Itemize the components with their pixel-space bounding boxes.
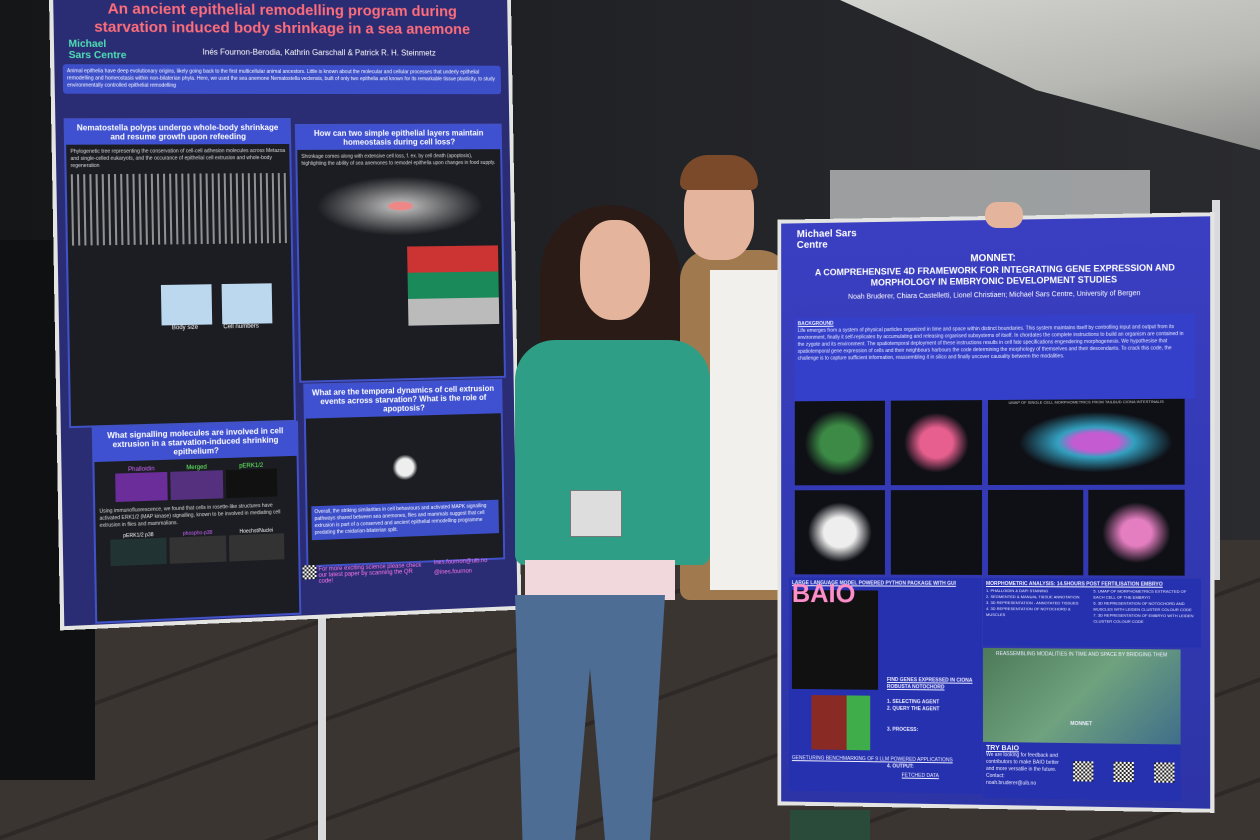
- label-cell-numbers: Cell numbers: [223, 323, 259, 331]
- microscopy-grid: [407, 245, 500, 326]
- label-phospho-p38: phospho-p38: [182, 529, 213, 538]
- name-badge: [570, 490, 622, 537]
- anemone-image: [301, 170, 498, 242]
- section-temporal: What are the temporal dynamics of cell e…: [303, 378, 506, 568]
- label-perk: pERK1/2: [239, 462, 264, 470]
- section-signalling: What signalling molecules are involved i…: [91, 420, 302, 624]
- try-text: We are looking for feedback and contribu…: [986, 751, 1059, 773]
- body-size-chart: [160, 284, 213, 326]
- section-text: Shrinkage comes along with extensive cel…: [301, 153, 496, 167]
- morpho-item: 7. 3D REPRESENTATION OF EMBRYO WITH LEID…: [1093, 612, 1194, 624]
- embryo-image-2: [890, 400, 983, 486]
- label-merged: Merged: [186, 464, 207, 472]
- section-heading: What signalling molecules are involved i…: [93, 422, 297, 463]
- poster-authors: Noah Bruderer, Chiara Castelletti, Lione…: [848, 290, 1141, 301]
- morpho-item: 4. 3D REPRESENTATION OF NOTOCHORD & MUSC…: [986, 605, 1071, 618]
- background-text: Life emerges from a system of physical p…: [797, 324, 1184, 362]
- poster-title: An ancient epithelial remodelling progra…: [93, 0, 471, 39]
- reassemble-caption: REASSEMBLING MODALITIES IN TIME AND SPAC…: [996, 651, 1168, 659]
- morpho-item: 5. UMAP OF MORPHOMETRICS EXTRACTED OF EA…: [1093, 588, 1187, 600]
- step-2: 2. QUERY THE AGENT: [886, 705, 940, 713]
- label-hoechst: Hoechst/Nuclei: [239, 527, 274, 535]
- contact-email: ines.fournon@uib.no: [433, 558, 488, 567]
- woman-face: [580, 220, 650, 320]
- x-qr-code: [1154, 762, 1175, 783]
- label-body-size: Body size: [171, 324, 199, 332]
- llm-box: LARGE LANGUAGE MODEL POWERED PYTHON PACK…: [788, 577, 983, 794]
- github-qr-code: [1073, 761, 1094, 782]
- benchmark-heatmap: [811, 695, 871, 751]
- poster-stand-left: [318, 610, 326, 840]
- cell-numbers-chart: [221, 283, 273, 325]
- morphometric-box: MORPHOMETRIC ANALYSIS: 14.5HOURS POST FE…: [983, 577, 1201, 648]
- monnet-label: MONNET: [1070, 720, 1093, 728]
- left-poster: An ancient epithelial remodelling progra…: [53, 0, 518, 627]
- find-genes-heading: FIND GENES EXPRESSED IN CIONA ROBUSTA NO…: [886, 676, 973, 691]
- step-4: 4. OUTPUT:: [886, 763, 914, 770]
- embryo-image-3: [794, 490, 885, 575]
- section-shrinkage: Nematostella polyps undergo whole-body s…: [63, 117, 296, 429]
- section-heading: Nematostella polyps undergo whole-body s…: [65, 119, 290, 145]
- section-text: Using immunofluorescence, we found that …: [99, 502, 281, 529]
- section-heading: How can two simple epithelial layers mai…: [296, 125, 501, 150]
- embryo-image-6: [1088, 489, 1185, 576]
- poster-subtitle: A COMPREHENSIVE 4D FRAMEWORK FOR INTEGRA…: [814, 262, 1175, 288]
- monnet-painting: REASSEMBLING MODALITIES IN TIME AND SPAC…: [983, 647, 1181, 745]
- woman: [515, 200, 715, 840]
- pink-shirt: [525, 560, 675, 600]
- man-trousers: [790, 810, 870, 840]
- morpho-item: 6. 3D REPRESENTATION OF NOTOCHORD AND MU…: [1093, 600, 1192, 613]
- background-box: BACKGROUND Life emerges from a system of…: [794, 313, 1195, 402]
- poster-authors: Inés Fournon-Berodia, Kathrin Garschall …: [202, 47, 436, 58]
- label-phalloidin: Phalloidin: [128, 466, 155, 474]
- umap-plot: UMAP OF SINGLE CELL MORPHOMETRICS FROM T…: [988, 398, 1185, 486]
- white-shirt: [710, 270, 780, 590]
- footer-text: For more exciting science please check o…: [318, 562, 422, 585]
- polyp-diagram: [309, 417, 499, 503]
- phylogenetic-tree: [70, 173, 287, 246]
- man-hand: [985, 202, 1023, 228]
- baio-logo: BAIO: [791, 578, 856, 609]
- embryo-image-4: [890, 490, 983, 575]
- poster-abstract: Animal epithelia have deep evolutionary …: [62, 64, 502, 95]
- michael-sars-logo: Michael Sars Centre: [68, 38, 127, 62]
- fetched-caption: FETCHED DATA: [901, 772, 939, 780]
- umap-title: UMAP OF SINGLE CELL MORPHOMETRICS FROM T…: [1008, 398, 1164, 405]
- baio-gui: BAIO: [791, 578, 879, 690]
- man: [670, 150, 870, 840]
- label-perk-p38: pERK1/2 p38: [123, 532, 154, 540]
- try-baio-box: TRY BAIO We are looking for feedback and…: [983, 741, 1181, 802]
- docker-qr-code: [1113, 761, 1134, 783]
- conclusion-text: Overall, the striking similarities in ce…: [311, 499, 499, 541]
- embryo-image-5: [988, 489, 1084, 576]
- man-hair: [680, 155, 758, 190]
- jeans: [515, 595, 665, 840]
- poster-stand-right: [1212, 200, 1220, 580]
- qr-code: [302, 564, 317, 580]
- michael-sars-logo: Michael Sars Centre: [796, 228, 857, 252]
- right-poster: Michael Sars Centre MONNET: A COMPREHENS…: [781, 216, 1211, 809]
- embryo-image-1: [794, 400, 885, 486]
- section-homeostasis: How can two simple epithelial layers mai…: [294, 123, 506, 383]
- step-3: 3. PROCESS:: [886, 726, 919, 734]
- section-heading: What are the temporal dynamics of cell e…: [305, 380, 501, 419]
- contact-x: @ines.fournon: [434, 568, 472, 577]
- section-text: Phylogenetic tree representing the conse…: [70, 147, 286, 170]
